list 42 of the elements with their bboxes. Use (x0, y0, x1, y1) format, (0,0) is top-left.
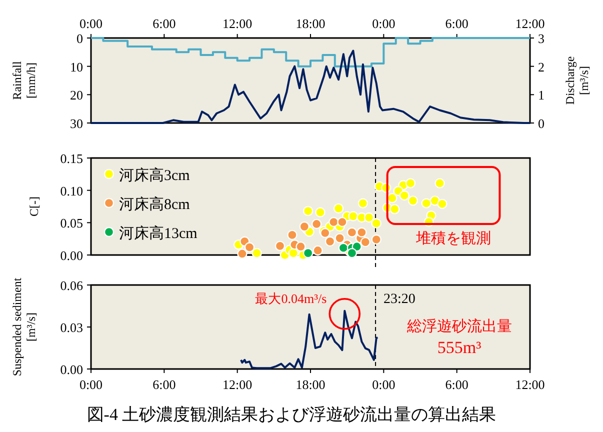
x-tick-label: 0:00 (79, 377, 103, 392)
y2-tick-label: 1 (538, 88, 544, 103)
y2-tick-label: 2 (538, 59, 544, 74)
x-tick-label: 12:00 (222, 377, 252, 392)
y-axis-title: Suspended sediment [m³/s] (10, 277, 38, 376)
y-axis-title: C[-] (27, 196, 41, 216)
y-tick-label: 10 (70, 59, 83, 74)
y-tick-label: 0 (76, 31, 83, 46)
x-tick-label: 12:00 (222, 16, 252, 31)
y2-tick-label: 3 (538, 31, 544, 46)
y-tick-label: 0.00 (60, 248, 83, 263)
y-tick-label: 0.06 (60, 278, 84, 293)
ref-line-label: 23:20 (384, 292, 416, 307)
x-tick-label: 6:00 (445, 16, 468, 31)
y-axis-title: Rainfall [mm/h] (10, 60, 38, 100)
x-tick-label: 0:00 (79, 16, 103, 31)
x-tick-label: 6:00 (152, 377, 176, 392)
y-tick-label: 30 (70, 116, 83, 131)
x-tick-label: 0:00 (372, 16, 396, 31)
legend-label: 河床高8cm (119, 196, 190, 213)
annotation: 総浮遊砂流出量 (406, 318, 512, 335)
x-tick-label: 18:00 (296, 377, 326, 392)
annotation: 555m³ (437, 338, 482, 357)
y2-tick-label: 0 (538, 116, 544, 131)
y-tick-label: 20 (70, 88, 83, 103)
legend-label: 河床高13cm (119, 225, 198, 242)
x-tick-label: 12:00 (515, 16, 545, 31)
x-tick-label: 6:00 (152, 16, 176, 31)
y2-axis-title: Discharge [m³/s] (563, 56, 591, 105)
y-tick-label: 0.10 (60, 183, 83, 198)
annotation: 堆積を観測 (415, 230, 492, 247)
x-tick-label: 6:00 (445, 377, 468, 392)
text: 図-4 土砂濃度観測結果および浮遊砂流出量の算出結果 (86, 405, 496, 424)
legend-label: 河床高3cm (119, 167, 190, 184)
annotation: 最大0.04m³/s (255, 291, 327, 306)
x-tick-label: 18:00 (296, 16, 326, 31)
y-tick-label: 0.00 (60, 362, 83, 377)
y-tick-label: 0.05 (60, 216, 83, 231)
y-tick-label: 0.15 (60, 151, 83, 166)
x-tick-label: 0:00 (372, 377, 396, 392)
x-tick-label: 12:00 (515, 377, 545, 392)
y-tick-label: 0.03 (60, 320, 83, 335)
